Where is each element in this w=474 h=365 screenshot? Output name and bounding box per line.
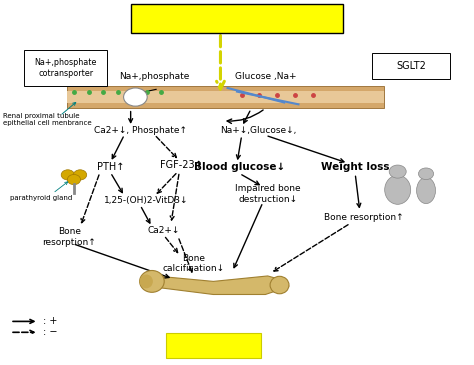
- Text: Ca2+↓, Phosphate↑: Ca2+↓, Phosphate↑: [93, 126, 187, 135]
- Circle shape: [124, 88, 147, 106]
- Circle shape: [389, 165, 406, 178]
- Ellipse shape: [385, 175, 410, 204]
- Text: Renal proximal tubule
epithelial cell menbrance: Renal proximal tubule epithelial cell me…: [3, 114, 91, 126]
- Ellipse shape: [417, 177, 436, 204]
- Text: 1,25-(OH)2-VitD3↓: 1,25-(OH)2-VitD3↓: [104, 196, 189, 205]
- Text: Bone
calcification↓: Bone calcification↓: [163, 254, 225, 273]
- Text: Glucose ,Na+: Glucose ,Na+: [235, 72, 296, 81]
- Text: Na+,phosphate: Na+,phosphate: [119, 72, 190, 81]
- Text: Na+↓,Glucose↓,: Na+↓,Glucose↓,: [220, 126, 296, 135]
- Text: SGLT2: SGLT2: [396, 61, 426, 71]
- FancyBboxPatch shape: [24, 50, 107, 86]
- Text: Ca2+↓: Ca2+↓: [147, 226, 180, 235]
- Ellipse shape: [140, 270, 164, 292]
- Text: SGLT2 inhibitors: SGLT2 inhibitors: [173, 11, 301, 25]
- Text: FGF-23↑: FGF-23↑: [160, 160, 203, 170]
- Circle shape: [61, 170, 74, 180]
- Circle shape: [73, 170, 87, 180]
- FancyBboxPatch shape: [131, 4, 343, 34]
- FancyBboxPatch shape: [67, 91, 383, 103]
- Text: Na+,phosphate
cotransporter: Na+,phosphate cotransporter: [35, 58, 97, 78]
- Circle shape: [67, 174, 81, 185]
- Text: parathyroid gland: parathyroid gland: [10, 195, 72, 201]
- Ellipse shape: [270, 276, 289, 294]
- Text: PTH↑: PTH↑: [97, 162, 124, 172]
- Text: : +: : +: [43, 316, 58, 326]
- Ellipse shape: [140, 274, 153, 288]
- Text: Bone resorption↑: Bone resorption↑: [324, 212, 403, 222]
- Circle shape: [419, 168, 434, 180]
- Text: Bone
resorption↑: Bone resorption↑: [42, 227, 96, 247]
- Polygon shape: [145, 276, 289, 295]
- FancyBboxPatch shape: [372, 53, 450, 79]
- Text: Blood glucose↓: Blood glucose↓: [194, 162, 285, 172]
- FancyBboxPatch shape: [166, 333, 261, 358]
- FancyBboxPatch shape: [67, 86, 383, 108]
- Text: Weight loss: Weight loss: [321, 162, 390, 172]
- Text: bone: bone: [194, 339, 233, 353]
- Text: : −: : −: [43, 327, 58, 337]
- Text: Impaired bone
destruction↓: Impaired bone destruction↓: [235, 184, 301, 204]
